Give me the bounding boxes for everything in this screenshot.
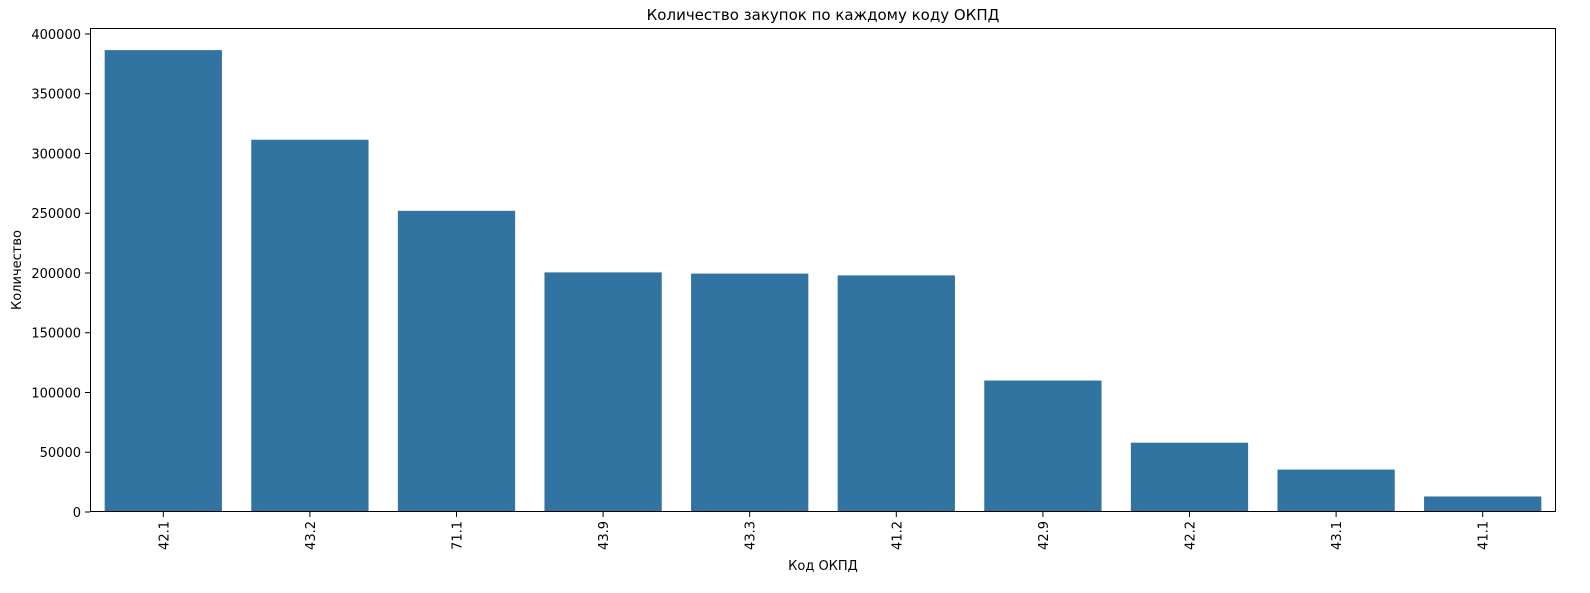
y-axis-ticks: 0 50000 100000 150000 200000 250000 300000 3500… — [31, 28, 90, 521]
y-tick-label: 50000 — [40, 446, 81, 461]
bar-71.1 — [397, 210, 516, 512]
bar-42.1 — [104, 50, 222, 513]
y-tick-label: 100000 — [31, 386, 81, 401]
y-tick-label: 250000 — [31, 207, 81, 222]
x-axis-label: Код ОКПД — [788, 559, 858, 574]
x-tick-label: 41.1 — [1477, 521, 1492, 550]
y-tick-label: 0 — [73, 506, 81, 521]
x-tick-label: 41.2 — [890, 521, 905, 550]
bar-41.2 — [837, 275, 955, 512]
bar-43.3 — [691, 273, 809, 512]
x-tick-label: 43.9 — [597, 521, 612, 550]
y-tick-label: 300000 — [31, 147, 81, 162]
bar-42.2 — [1130, 442, 1249, 512]
bar-43.2 — [251, 139, 369, 513]
bars-group — [104, 50, 1542, 513]
chart-title: Количество закупок по каждому коду ОКПД — [647, 6, 1000, 24]
x-tick-label: 71.1 — [451, 521, 466, 550]
x-tick-label: 43.2 — [304, 521, 319, 550]
plot-frame — [90, 28, 1556, 512]
bar-43.1 — [1277, 469, 1395, 512]
x-tick-label: 43.1 — [1330, 521, 1345, 550]
y-tick-label: 200000 — [31, 267, 81, 282]
bar-41.1 — [1424, 496, 1542, 512]
y-tick-label: 350000 — [31, 88, 81, 103]
x-axis-ticks: 42.1 43.2 71.1 43.9 43.3 41.2 42.9 42.2 43.1 41.1 — [157, 512, 1492, 550]
x-tick-label: 43.3 — [744, 521, 759, 550]
y-tick-label: 150000 — [31, 327, 81, 342]
x-tick-label: 42.1 — [157, 521, 172, 550]
x-tick-label: 42.2 — [1184, 521, 1199, 550]
bar-42.9 — [984, 380, 1102, 512]
bar-43.9 — [544, 272, 662, 512]
y-axis-label: Количество — [10, 230, 25, 310]
y-tick-label: 400000 — [31, 28, 81, 43]
x-tick-label: 42.9 — [1037, 521, 1052, 550]
